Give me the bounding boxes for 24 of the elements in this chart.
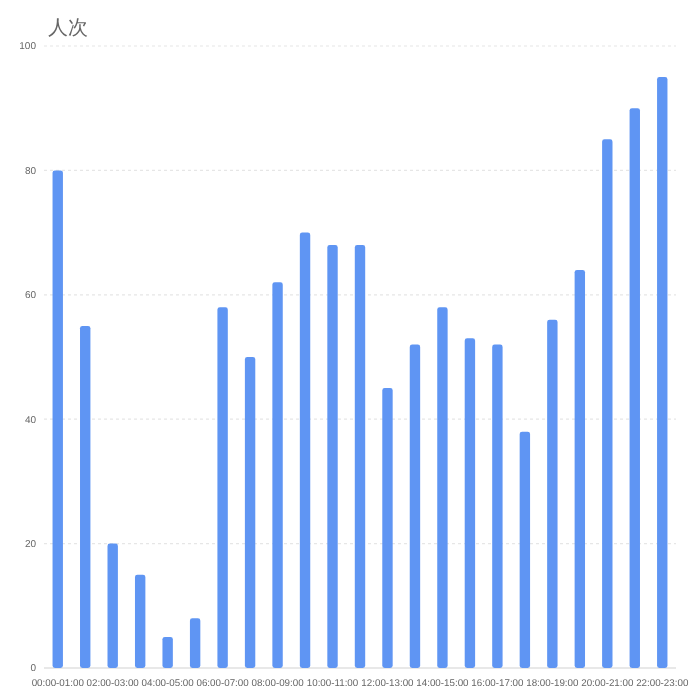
bar	[134, 574, 146, 668]
bar	[409, 344, 421, 668]
bar	[464, 338, 476, 668]
bar	[437, 307, 448, 668]
bar	[327, 245, 338, 668]
bar	[162, 636, 173, 668]
bar	[354, 245, 366, 668]
bar	[602, 139, 613, 668]
bar	[574, 269, 586, 668]
bar	[244, 357, 256, 668]
bar	[629, 108, 640, 668]
bar	[657, 77, 668, 668]
bar	[299, 232, 311, 668]
bar	[492, 344, 503, 668]
bar	[272, 282, 283, 668]
bar	[189, 618, 201, 668]
bar	[80, 325, 91, 668]
bar	[52, 170, 63, 668]
bar	[382, 388, 393, 668]
bar	[547, 319, 558, 668]
bar	[217, 307, 228, 668]
bar	[107, 543, 118, 668]
y-axis-title: 人次	[48, 18, 88, 40]
bar	[519, 431, 531, 668]
